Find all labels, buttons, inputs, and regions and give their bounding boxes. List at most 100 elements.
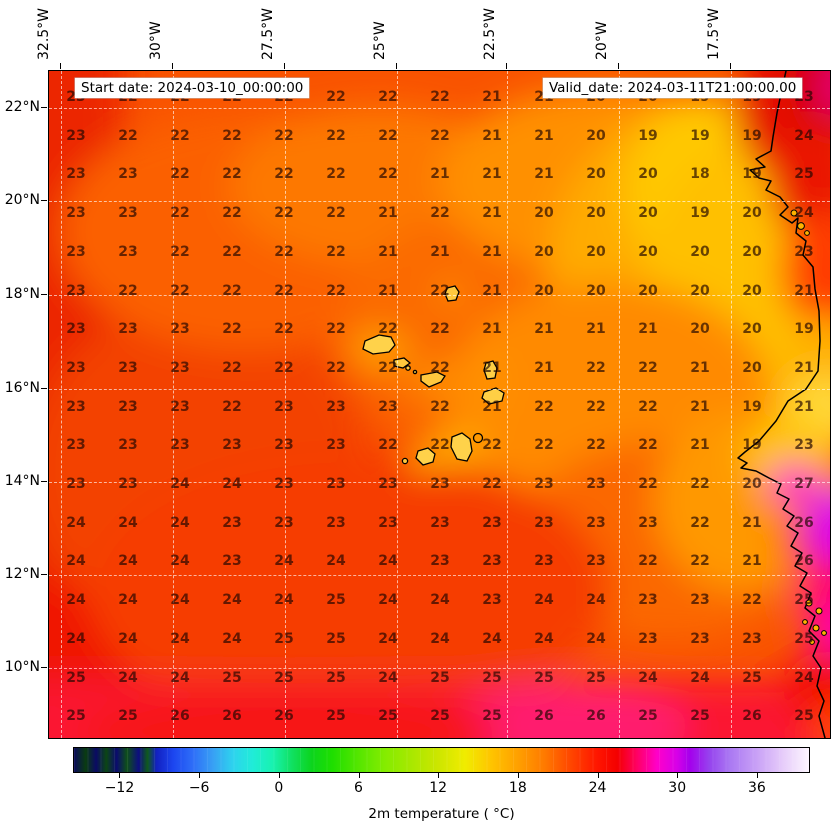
temperature-value: 22 — [430, 282, 450, 299]
temperature-value: 21 — [794, 359, 814, 376]
temperature-value: 22 — [482, 476, 502, 492]
temperature-value: 20 — [638, 282, 658, 299]
temperature-value: 20 — [586, 282, 606, 299]
temperature-value: 22 — [430, 127, 450, 144]
temperature-value: 23 — [66, 282, 86, 299]
temperature-value: 20 — [742, 243, 762, 260]
temperature-value: 24 — [170, 669, 190, 686]
y-axis-tick — [41, 574, 47, 575]
temperature-value: 20 — [638, 243, 658, 260]
temperature-value: 25 — [430, 708, 450, 725]
x-axis-tick — [730, 63, 731, 69]
temperature-value: 22 — [430, 437, 450, 454]
temperature-value: 23 — [742, 630, 762, 647]
temperature-value: 22 — [222, 166, 242, 183]
temperature-value: 21 — [482, 166, 502, 183]
temperature-value: 23 — [534, 514, 554, 531]
temperature-value: 23 — [794, 243, 814, 260]
temperature-value: 25 — [742, 669, 762, 686]
temperature-value: 21 — [794, 398, 814, 415]
longitude-gridline — [173, 71, 174, 738]
temperature-value: 24 — [482, 630, 502, 647]
temperature-value: 24 — [378, 630, 398, 647]
temperature-value: 22 — [170, 282, 190, 299]
y-axis-tick-label: 12°N — [4, 566, 40, 582]
temperature-value: 22 — [326, 282, 346, 299]
temperature-value: 22 — [326, 321, 346, 338]
temperature-value: 25 — [794, 708, 814, 725]
colorbar-tick-label: 36 — [747, 780, 766, 796]
temperature-value: 22 — [534, 437, 554, 454]
temperature-value: 18 — [690, 166, 710, 183]
temperature-value: 25 — [534, 669, 554, 686]
temperature-value: 23 — [222, 553, 242, 570]
temperature-value: 25 — [378, 708, 398, 725]
temperature-value: 21 — [430, 166, 450, 183]
temperature-value: 25 — [118, 708, 138, 725]
temperature-value: 21 — [378, 282, 398, 299]
temperature-value: 25 — [638, 708, 658, 725]
temperature-value: 26 — [170, 708, 190, 725]
temperature-value: 24 — [222, 592, 242, 609]
colorbar-tick-label: 18 — [508, 780, 527, 796]
temperature-value: 24 — [534, 592, 554, 609]
temperature-value: 23 — [222, 437, 242, 454]
temperature-value: 26 — [794, 514, 814, 531]
temperature-value: 24 — [170, 592, 190, 609]
temperature-value: 22 — [326, 89, 346, 105]
temperature-value: 22 — [222, 243, 242, 260]
colorbar-tick — [278, 773, 280, 778]
temperature-value: 22 — [690, 514, 710, 531]
temperature-value: 19 — [794, 321, 814, 338]
temperature-value: 23 — [170, 359, 190, 376]
temperature-value: 22 — [274, 282, 294, 299]
temperature-value: 22 — [326, 166, 346, 183]
temperature-value: 22 — [378, 166, 398, 183]
y-axis-tick-label: 18°N — [4, 286, 40, 302]
temperature-value: 22 — [326, 205, 346, 222]
temperature-value: 20 — [586, 127, 606, 144]
temperature-value: 21 — [690, 398, 710, 415]
temperature-value: 23 — [586, 514, 606, 531]
x-axis-tick — [506, 63, 507, 69]
longitude-gridline — [285, 71, 286, 738]
temperature-value: 23 — [430, 514, 450, 531]
temperature-value: 23 — [482, 592, 502, 609]
temperature-value: 19 — [690, 205, 710, 222]
temperature-value: 23 — [66, 359, 86, 376]
colorbar-tick-label: 24 — [588, 780, 607, 796]
cape-verde-islands — [362, 285, 505, 466]
temperature-value: 23 — [638, 514, 658, 531]
colorbar-tick — [358, 773, 360, 778]
temperature-value: 22 — [118, 127, 138, 144]
temperature-value: 24 — [170, 476, 190, 492]
colorbar-tick-label: −6 — [188, 780, 210, 796]
temperature-value: 24 — [66, 630, 86, 647]
x-axis-tick-label: 20°W — [594, 21, 610, 60]
temperature-value: 23 — [586, 476, 606, 492]
temperature-value: 21 — [482, 89, 502, 105]
temperature-value: 23 — [118, 359, 138, 376]
colorbar — [73, 747, 810, 773]
colorbar-axis-label: 2m temperature ( °C) — [368, 806, 515, 822]
x-axis-tick — [396, 63, 397, 69]
x-axis-tick-label: 30°W — [148, 21, 164, 60]
temperature-value: 24 — [534, 630, 554, 647]
temperature-value: 25 — [482, 708, 502, 725]
temperature-value: 22 — [274, 321, 294, 338]
temperature-value: 22 — [222, 321, 242, 338]
temperature-value: 23 — [274, 514, 294, 531]
temperature-value: 25 — [586, 669, 606, 686]
temperature-value: 24 — [222, 476, 242, 492]
temperature-value: 19 — [742, 166, 762, 183]
temperature-value: 23 — [118, 398, 138, 415]
temperature-value: 24 — [794, 669, 814, 686]
colorbar-tick-label: 0 — [274, 780, 284, 796]
temperature-value: 21 — [430, 243, 450, 260]
temperature-value: 25 — [430, 669, 450, 686]
temperature-value: 24 — [118, 553, 138, 570]
temperature-value: 22 — [690, 553, 710, 570]
temperature-value: 21 — [638, 321, 658, 338]
temperature-value: 19 — [638, 127, 658, 144]
temperature-value: 21 — [794, 282, 814, 299]
